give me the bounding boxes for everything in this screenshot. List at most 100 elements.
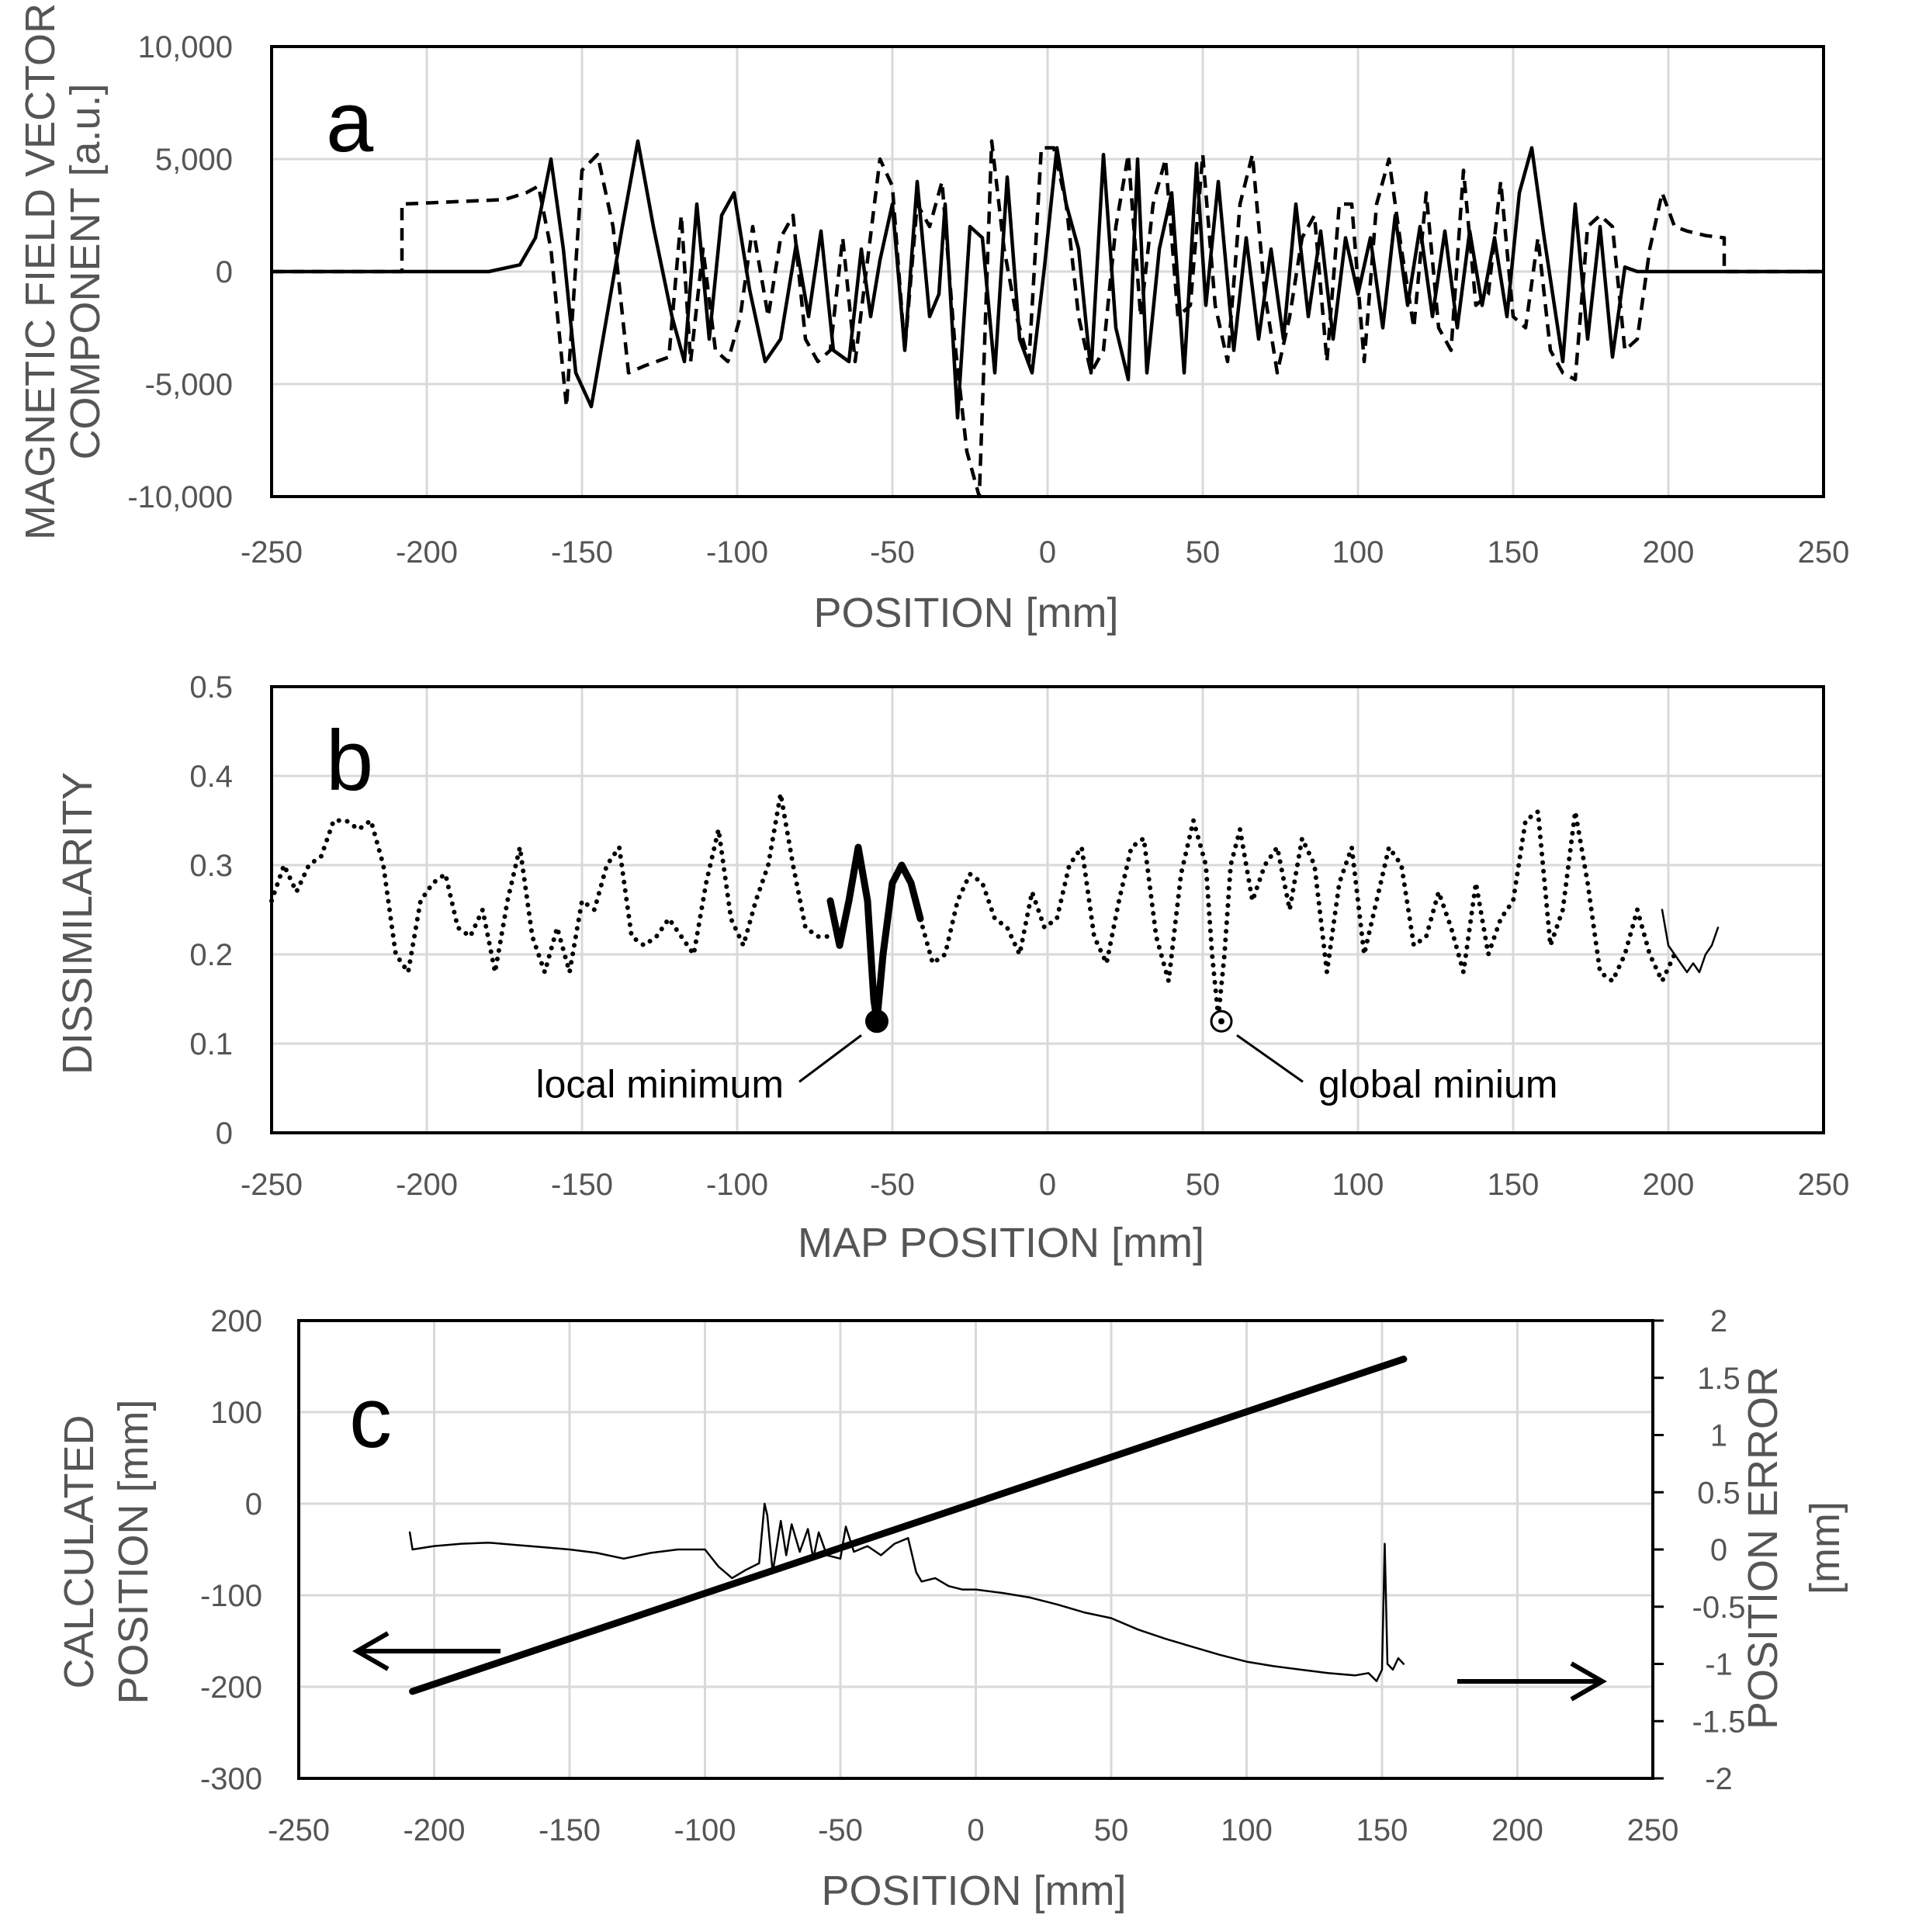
y-tick-label: 5,000 bbox=[155, 143, 233, 177]
global-minimum-marker-dot bbox=[1218, 1018, 1224, 1025]
x-tick-label: 50 bbox=[1186, 1168, 1221, 1202]
y-tick-label: 0.1 bbox=[189, 1027, 233, 1061]
x-tick-label: 200 bbox=[1643, 1168, 1695, 1202]
x-tick-label: 50 bbox=[1186, 535, 1221, 570]
global-minimum-leader-line bbox=[1236, 1034, 1304, 1083]
y-tick-label: -5,000 bbox=[145, 368, 233, 402]
x-tick-label: 0 bbox=[1039, 535, 1056, 570]
y-tick-label: 10,000 bbox=[138, 30, 233, 64]
x-tick-label: 250 bbox=[1798, 535, 1850, 570]
y2-tick-label: 2 bbox=[1710, 1304, 1727, 1338]
panel-c-y2-tick-labels: -2 -1.5 -1 -0.5 0 0.5 1 1.5 2 bbox=[1653, 1304, 1745, 1796]
x-tick-label: 200 bbox=[1491, 1813, 1543, 1847]
panel-c-y2-axis-title-line-1: POSITION ERROR bbox=[1740, 1366, 1786, 1729]
global-minimum-label: global minium bbox=[1318, 1062, 1557, 1106]
y2-tick-label: -2 bbox=[1705, 1762, 1733, 1796]
panel-c-series bbox=[408, 1356, 1408, 1695]
panel-b-x-tick-labels: -250 -200 -150 -100 -50 0 50 100 150 200 250 bbox=[241, 1168, 1849, 1202]
panel-a-series bbox=[272, 139, 1824, 499]
series-line-dissimilarity-near-local-minimum-solid- bbox=[826, 843, 924, 1025]
x-tick-label: -200 bbox=[396, 535, 458, 570]
series-line-dissimilarity-dotted- bbox=[269, 791, 833, 975]
y-tick-label: -100 bbox=[200, 1579, 262, 1613]
panel-b-y-tick-labels: 0 0.1 0.2 0.3 0.4 0.5 bbox=[189, 670, 233, 1151]
x-tick-label: -100 bbox=[674, 1813, 736, 1847]
panel-b-x-axis-title: MAP POSITION [mm] bbox=[798, 1220, 1204, 1266]
panel-a-x-axis-title: POSITION [mm] bbox=[813, 590, 1118, 636]
x-tick-label: -250 bbox=[241, 1168, 303, 1202]
series-line-dissimilarity-near-global-minimum-thin-solid- bbox=[1661, 909, 1720, 974]
right-axis-arrow bbox=[1457, 1661, 1608, 1702]
y-tick-label: 0 bbox=[216, 255, 233, 289]
panel-a-gridlines bbox=[270, 45, 1825, 498]
panel-c-y-axis-title-line-1: CALCULATED bbox=[56, 1414, 102, 1688]
x-tick-label: -250 bbox=[268, 1813, 330, 1847]
y2-tick-label: -1.5 bbox=[1692, 1705, 1746, 1739]
y2-tick-label: -0.5 bbox=[1692, 1591, 1746, 1625]
panel-b-annotations: local minimum global minium bbox=[535, 1009, 1557, 1106]
x-tick-label: -250 bbox=[241, 535, 303, 570]
x-tick-label: -150 bbox=[551, 535, 613, 570]
panel-a-magnetic-field-chart: -250 -200 -150 -100 -50 0 50 100 150 200 250 -10,0… bbox=[17, 3, 1849, 636]
x-tick-label: -100 bbox=[706, 1168, 768, 1202]
y-tick-label: -10,000 bbox=[127, 480, 233, 514]
y2-tick-label: 1.5 bbox=[1697, 1362, 1741, 1396]
panel-b-series bbox=[269, 791, 1720, 1025]
x-tick-label: 100 bbox=[1332, 535, 1384, 570]
y-tick-label: 0 bbox=[216, 1117, 233, 1151]
y-tick-label: 0.3 bbox=[189, 849, 233, 883]
panel-c-letter: c bbox=[349, 1370, 392, 1466]
x-tick-label: 250 bbox=[1798, 1168, 1850, 1202]
left-axis-arrow bbox=[352, 1631, 501, 1671]
panel-a-y-tick-labels: -10,000 -5,000 0 5,000 10,000 bbox=[127, 30, 233, 514]
y-tick-label: 200 bbox=[210, 1304, 262, 1338]
x-tick-label: -200 bbox=[403, 1813, 465, 1847]
x-tick-label: -200 bbox=[396, 1168, 458, 1202]
panel-c-y-axis-title-line-2: POSITION [mm] bbox=[110, 1399, 157, 1704]
panel-b-y-axis-title: DISSIMILARITY bbox=[54, 772, 101, 1075]
panel-a-letter: a bbox=[326, 74, 374, 170]
x-tick-label: 50 bbox=[1094, 1813, 1129, 1847]
series-line-dissimilarity-dotted-continued- bbox=[918, 809, 1677, 1020]
x-tick-label: -50 bbox=[818, 1813, 863, 1847]
panel-c-x-axis-title: POSITION [mm] bbox=[821, 1868, 1126, 1914]
y-tick-label: -300 bbox=[200, 1762, 262, 1796]
y2-tick-label: 0 bbox=[1710, 1533, 1727, 1567]
y2-tick-label: 1 bbox=[1710, 1419, 1727, 1453]
x-tick-label: -100 bbox=[706, 535, 768, 570]
y2-tick-label: 0.5 bbox=[1697, 1476, 1741, 1510]
y2-tick-label: -1 bbox=[1705, 1648, 1733, 1682]
x-tick-label: 100 bbox=[1332, 1168, 1384, 1202]
x-tick-label: 250 bbox=[1627, 1813, 1679, 1847]
x-tick-label: 150 bbox=[1488, 535, 1540, 570]
y-tick-label: -200 bbox=[200, 1671, 262, 1705]
panel-a-plot-frame bbox=[270, 45, 1825, 498]
panel-a-y-axis-title-line-2: COMPONENT [a.u.] bbox=[62, 83, 109, 459]
local-minimum-marker bbox=[865, 1009, 888, 1034]
y-tick-label: 0.5 bbox=[189, 670, 233, 705]
x-tick-label: 0 bbox=[967, 1813, 984, 1847]
panel-c-y-tick-labels: -300 -200 -100 0 100 200 bbox=[200, 1304, 262, 1796]
panel-c-calculated-position-chart: -250 -200 -150 -100 -50 0 50 100 150 200 250 -300-… bbox=[56, 1304, 1848, 1914]
x-tick-label: -50 bbox=[870, 535, 915, 570]
y-tick-label: 0.2 bbox=[189, 938, 233, 972]
x-tick-label: 150 bbox=[1488, 1168, 1540, 1202]
panel-b-letter: b bbox=[326, 713, 373, 808]
x-tick-label: 150 bbox=[1356, 1813, 1408, 1847]
series-line-position-error bbox=[408, 1502, 1405, 1682]
series-line-dashed-component bbox=[272, 139, 1824, 499]
x-tick-label: -150 bbox=[551, 1168, 613, 1202]
series-line-calculated-position bbox=[409, 1356, 1408, 1695]
panel-c-y2-axis-title-line-2: [mm] bbox=[1802, 1501, 1848, 1594]
panel-c-gridlines bbox=[297, 1319, 1654, 1780]
panel-a-x-tick-labels: -250 -200 -150 -100 -50 0 50 100 150 200 250 bbox=[241, 535, 1849, 570]
y-tick-label: 0.4 bbox=[189, 760, 233, 794]
y-tick-label: 0 bbox=[245, 1487, 262, 1522]
y-tick-label: 100 bbox=[210, 1396, 262, 1430]
x-tick-label: -150 bbox=[539, 1813, 601, 1847]
x-tick-label: 200 bbox=[1643, 535, 1695, 570]
panel-b-dissimilarity-chart: -250 -200 -150 -100 -50 0 50 100 150 200 250 00.10… bbox=[54, 670, 1849, 1266]
panel-a-y-axis-title-line-1: MAGNETIC FIELD VECTOR bbox=[17, 3, 64, 540]
series-line-solid-component bbox=[272, 139, 1824, 420]
